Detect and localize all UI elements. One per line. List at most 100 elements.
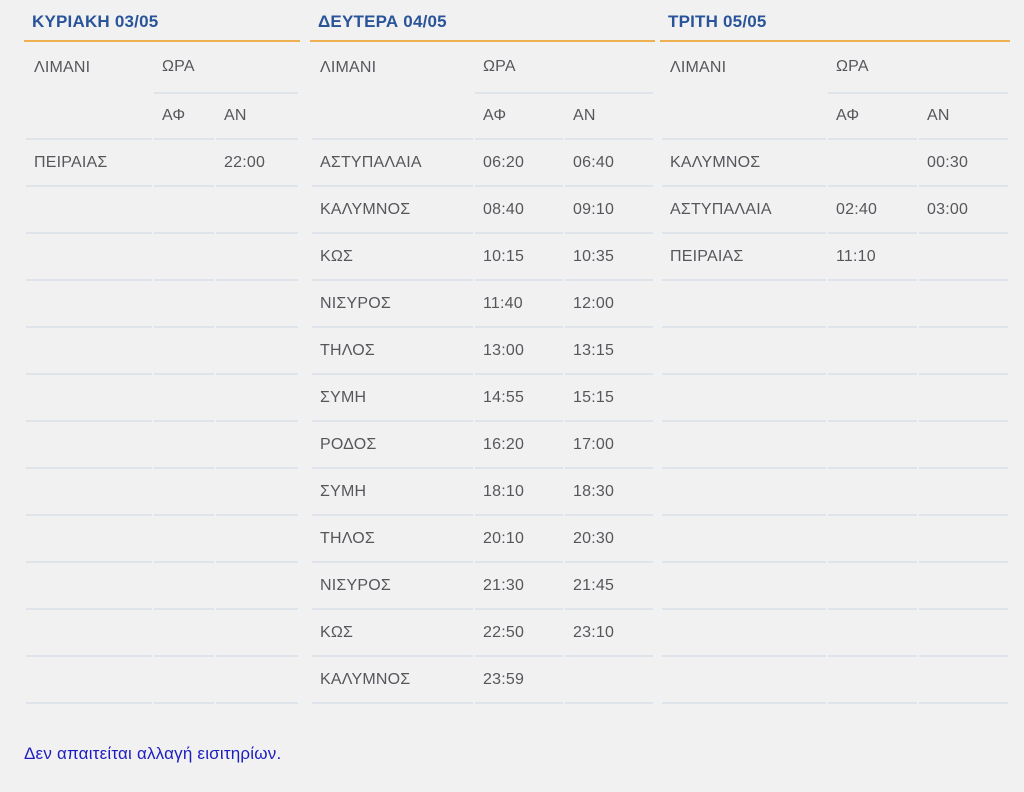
arrival-cell — [828, 563, 917, 610]
table-row — [662, 469, 1008, 516]
arrival-cell — [154, 422, 214, 469]
day-title-sunday: ΚΥΡΙΑΚΗ 03/05 — [24, 0, 300, 42]
table-row: ΝΙΣΥΡΟΣ 11:40 12:00 — [312, 281, 653, 328]
table-row — [26, 422, 298, 469]
departure-cell — [919, 422, 1008, 469]
port-cell: ΚΩΣ — [312, 234, 473, 281]
arrival-cell: 10:15 — [475, 234, 563, 281]
empty-header-cell — [662, 94, 826, 140]
departure-cell: 21:45 — [565, 563, 653, 610]
empty-header-cell — [312, 94, 473, 140]
port-column-header: ΛΙΜΑΝΙ — [320, 59, 377, 76]
port-cell — [662, 422, 826, 469]
departure-cell — [216, 422, 298, 469]
port-cell: ΚΑΛΥΜΝΟΣ — [312, 657, 473, 704]
table-row: ΠΕΙΡΑΙΑΣ 11:10 — [662, 234, 1008, 281]
arrival-cell — [154, 328, 214, 375]
port-cell — [26, 516, 152, 563]
departure-cell: 22:00 — [216, 140, 298, 187]
table-row: ΚΑΛΥΜΝΟΣ 00:30 — [662, 140, 1008, 187]
departure-cell: 00:30 — [919, 140, 1008, 187]
departure-cell: 13:15 — [565, 328, 653, 375]
table-row: ΑΣΤΥΠΑΛΑΙΑ 02:40 03:00 — [662, 187, 1008, 234]
arrival-cell — [828, 422, 917, 469]
port-cell — [662, 328, 826, 375]
arrival-cell — [154, 610, 214, 657]
table-row — [26, 328, 298, 375]
arrival-cell — [154, 563, 214, 610]
departure-cell: 20:30 — [565, 516, 653, 563]
departure-cell — [216, 234, 298, 281]
table-row: ΣΥΜΗ 14:55 15:15 — [312, 375, 653, 422]
table-row: ΣΥΜΗ 18:10 18:30 — [312, 469, 653, 516]
arrival-cell — [828, 657, 917, 704]
table-row — [662, 281, 1008, 328]
port-cell: ΑΣΤΥΠΑΛΑΙΑ — [662, 187, 826, 234]
arrival-subheader: ΑΦ — [828, 94, 917, 140]
departure-subheader: ΑΝ — [565, 94, 653, 140]
table-row — [26, 281, 298, 328]
table-row — [26, 563, 298, 610]
port-cell — [662, 469, 826, 516]
departure-cell — [216, 187, 298, 234]
port-cell — [26, 187, 152, 234]
table-row: ΚΑΛΥΜΝΟΣ 23:59 — [312, 657, 653, 704]
day-column-sunday: ΚΥΡΙΑΚΗ 03/05 ΛΙΜΑΝΙ ΩΡΑ ΑΦ ΑΝ ΠΕΙΡΑΙΑΣ 2… — [24, 0, 300, 704]
departure-cell — [919, 328, 1008, 375]
arrival-cell: 22:50 — [475, 610, 563, 657]
port-cell — [662, 516, 826, 563]
arrival-cell — [154, 187, 214, 234]
departure-cell — [919, 469, 1008, 516]
table-row — [662, 422, 1008, 469]
table-row — [26, 187, 298, 234]
arrival-cell — [154, 469, 214, 516]
arrival-cell — [154, 657, 214, 704]
arrival-cell — [828, 140, 917, 187]
arrival-cell: 23:59 — [475, 657, 563, 704]
arrival-cell: 02:40 — [828, 187, 917, 234]
port-cell — [26, 234, 152, 281]
departure-subheader: ΑΝ — [919, 94, 1008, 140]
port-cell — [662, 375, 826, 422]
departure-cell — [565, 657, 653, 704]
table-row: ΤΗΛΟΣ 13:00 13:15 — [312, 328, 653, 375]
arrival-cell: 21:30 — [475, 563, 563, 610]
departure-cell — [216, 610, 298, 657]
departure-cell: 12:00 — [565, 281, 653, 328]
table-row — [26, 469, 298, 516]
departure-cell: 23:10 — [565, 610, 653, 657]
departure-cell — [919, 563, 1008, 610]
departure-cell: 09:10 — [565, 187, 653, 234]
port-cell — [26, 610, 152, 657]
arrival-cell: 06:20 — [475, 140, 563, 187]
timetable-area: ΚΥΡΙΑΚΗ 03/05 ΛΙΜΑΝΙ ΩΡΑ ΑΦ ΑΝ ΠΕΙΡΑΙΑΣ 2… — [24, 0, 1010, 704]
port-cell — [26, 469, 152, 516]
table-row — [662, 657, 1008, 704]
arrival-cell — [828, 281, 917, 328]
day-title-tuesday: ΤΡΙΤΗ 05/05 — [660, 0, 1010, 42]
port-cell — [662, 563, 826, 610]
arrival-cell — [828, 375, 917, 422]
departure-cell — [919, 281, 1008, 328]
port-cell: ΚΑΛΥΜΝΟΣ — [312, 187, 473, 234]
timetable-monday: ΛΙΜΑΝΙ ΩΡΑ ΑΦ ΑΝ ΑΣΤΥΠΑΛΑΙΑ 06:20 06:40 ΚΑΛ… — [310, 42, 655, 704]
table-row — [26, 375, 298, 422]
port-cell — [26, 563, 152, 610]
table-row — [662, 375, 1008, 422]
arrival-cell: 13:00 — [475, 328, 563, 375]
port-cell: ΤΗΛΟΣ — [312, 516, 473, 563]
table-row — [662, 610, 1008, 657]
port-cell: ΚΑΛΥΜΝΟΣ — [662, 140, 826, 187]
departure-cell — [919, 610, 1008, 657]
time-column-header: ΩΡΑ — [475, 42, 653, 94]
port-cell: ΝΙΣΥΡΟΣ — [312, 563, 473, 610]
port-cell: ΑΣΤΥΠΑΛΑΙΑ — [312, 140, 473, 187]
port-cell — [662, 281, 826, 328]
arrival-cell: 14:55 — [475, 375, 563, 422]
arrival-cell — [828, 610, 917, 657]
table-row — [662, 516, 1008, 563]
table-row — [26, 657, 298, 704]
departure-cell — [919, 516, 1008, 563]
table-row — [26, 234, 298, 281]
arrival-subheader: ΑΦ — [475, 94, 563, 140]
